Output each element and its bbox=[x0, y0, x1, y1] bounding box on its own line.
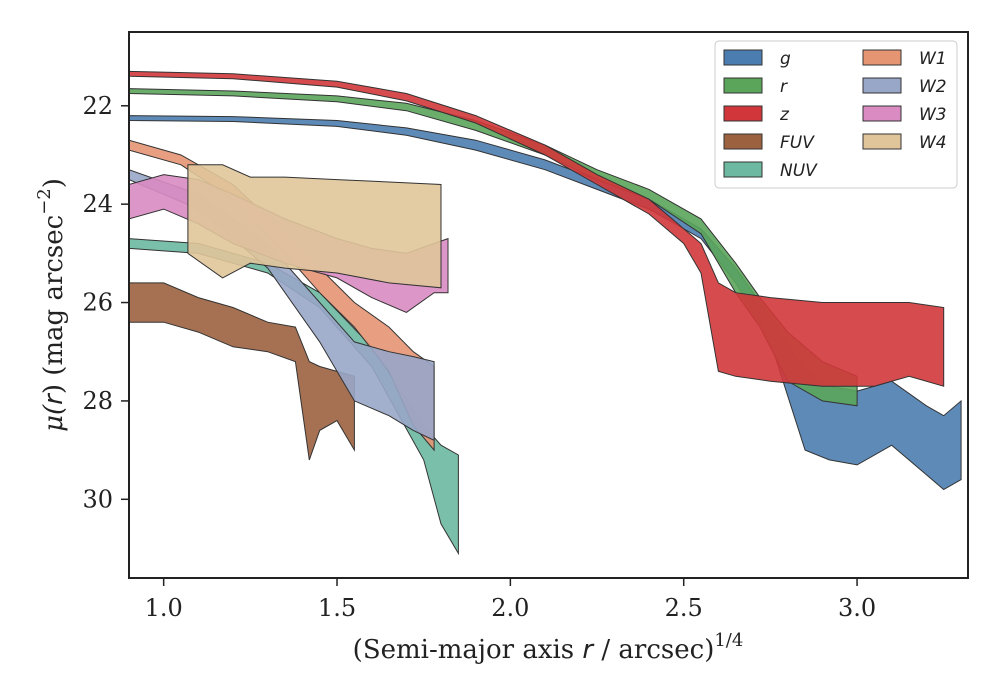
legend-swatch-r bbox=[723, 77, 763, 94]
y-axis-label: μ(r) (mag arcsec−2) bbox=[34, 178, 69, 432]
legend-swatch-w1 bbox=[862, 49, 902, 66]
legend-label-z: z bbox=[779, 105, 790, 125]
legend-swatch-w2 bbox=[862, 77, 902, 94]
plot-frame bbox=[128, 31, 969, 579]
legend-swatch-nuv bbox=[723, 161, 763, 178]
legend: grz FUV NUV W1 W2 W3 W4 bbox=[714, 40, 958, 189]
x-axis: 1.0 1.5 2.0 2.5 3.0 bbox=[145, 578, 876, 622]
legend-label-g: g bbox=[780, 49, 791, 69]
legend-label-nuv: NUV bbox=[780, 161, 818, 181]
legend-label-w2: W2 bbox=[919, 77, 947, 97]
legend-swatch-w3 bbox=[862, 105, 902, 122]
series-band-fuv bbox=[129, 282, 355, 461]
y-tick-label: 30 bbox=[82, 485, 113, 513]
series-band-w4 bbox=[187, 164, 442, 289]
legend-swatch-fuv bbox=[723, 133, 763, 150]
y-tick-label: 28 bbox=[82, 387, 113, 415]
y-tick-label: 24 bbox=[82, 190, 113, 218]
x-tick-label: 2.5 bbox=[665, 594, 703, 622]
x-tick-label: 1.0 bbox=[145, 594, 183, 622]
legend-label-fuv: FUV bbox=[780, 133, 815, 153]
legend-swatch-g bbox=[723, 49, 763, 66]
legend-label-r: r bbox=[780, 77, 788, 97]
legend-label-w1: W1 bbox=[919, 49, 947, 69]
series-band-z bbox=[129, 70, 945, 387]
x-tick-label: 2.0 bbox=[491, 594, 529, 622]
x-tick-label: 3.0 bbox=[838, 594, 876, 622]
legend-swatch-z bbox=[723, 105, 763, 122]
y-axis: 22 24 26 28 30 bbox=[82, 92, 129, 513]
x-tick-label: 1.5 bbox=[318, 594, 356, 622]
legend-label-w4: W4 bbox=[919, 133, 947, 153]
legend-label-w3: W3 bbox=[919, 105, 947, 125]
x-axis-label: (Semi-major axis r / arcsec)1/4 bbox=[353, 630, 744, 665]
y-tick-label: 26 bbox=[82, 289, 113, 317]
y-tick-label: 22 bbox=[82, 92, 113, 120]
series-layer bbox=[129, 70, 962, 556]
legend-swatch-w4 bbox=[862, 133, 902, 150]
